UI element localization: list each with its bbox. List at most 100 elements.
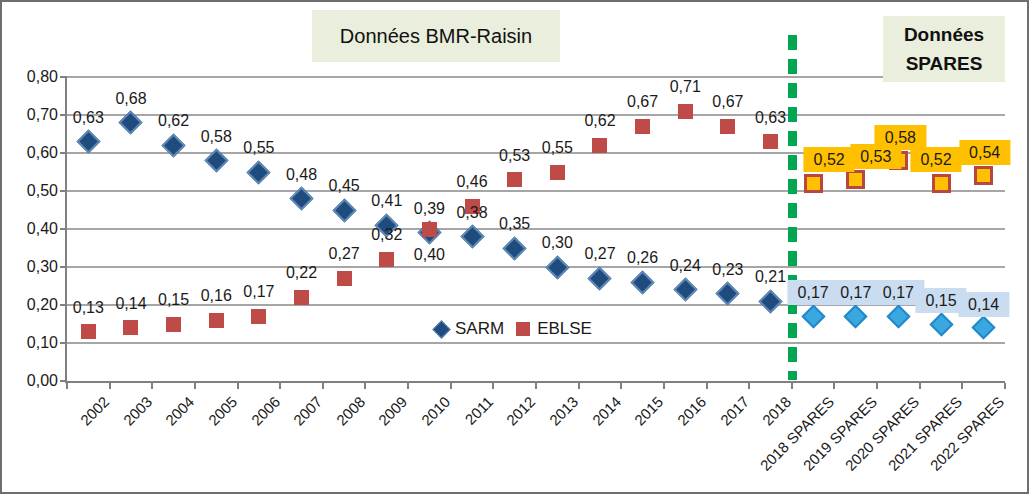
y-axis-label: 0,20: [16, 295, 58, 315]
x-axis-label: 2010: [418, 393, 454, 429]
x-axis-tick: [876, 383, 878, 389]
eblse-spares-marker: [932, 174, 951, 193]
sarm-bmrraisin-marker: [332, 198, 356, 222]
sarm-bmrraisin-marker: [758, 289, 782, 313]
sarm-diamond-icon: [432, 320, 450, 338]
eblse-bmrraisin-marker: [337, 271, 352, 286]
eblse-bmrraisin-label: 0,16: [201, 286, 232, 306]
x-axis-tick: [535, 383, 537, 389]
eblse-spares-marker: [974, 166, 993, 185]
y-axis-label: 0,70: [16, 105, 58, 125]
x-axis-tick: [450, 383, 452, 389]
x-axis-label: 2020 SPARES: [842, 393, 923, 474]
eblse-bmrraisin-label: 0,55: [542, 138, 573, 158]
x-axis-label: 2008: [333, 393, 369, 429]
eblse-spares-label: 0,52: [804, 147, 855, 172]
y-axis-label: 0,50: [16, 181, 58, 201]
x-axis-tick: [194, 383, 196, 389]
gridline: [67, 228, 1005, 230]
x-axis-tick: [109, 383, 111, 389]
eblse-bmrraisin-label: 0,13: [73, 298, 104, 318]
sarm-bmrraisin-label: 0,26: [627, 248, 658, 268]
gridline: [67, 76, 1005, 78]
eblse-bmrraisin-marker: [123, 320, 138, 335]
eblse-bmrraisin-label: 0,62: [584, 111, 615, 131]
sarm-bmrraisin-label: 0,23: [712, 260, 743, 280]
x-axis-tick: [237, 383, 239, 389]
eblse-spares-label: 0,58: [875, 125, 926, 150]
sarm-bmrraisin-label: 0,39: [414, 199, 445, 219]
legend-item-eblse: EBLSE: [516, 319, 592, 339]
sarm-bmrraisin-label: 0,45: [329, 176, 360, 196]
eblse-bmrraisin-marker: [720, 119, 735, 134]
y-axis-label: 0,30: [16, 257, 58, 277]
sarm-bmrraisin-marker: [503, 236, 527, 260]
y-axis-line: [65, 77, 67, 383]
title-spares-line2: SPARES: [906, 49, 983, 78]
sarm-bmrraisin-label: 0,55: [243, 138, 274, 158]
eblse-bmrraisin-label: 0,17: [243, 282, 274, 302]
title-spares: Données SPARES: [883, 16, 1005, 82]
x-axis-tick: [706, 383, 708, 389]
x-axis-label: 2005: [205, 393, 241, 429]
eblse-bmrraisin-label: 0,15: [158, 290, 189, 310]
eblse-bmrraisin-marker: [635, 119, 650, 134]
gridline: [67, 114, 1005, 116]
x-axis-label: 2004: [162, 393, 198, 429]
x-axis-tick: [322, 383, 324, 389]
eblse-bmrraisin-label: 0,67: [712, 92, 743, 112]
title-bmr-raisin-text: Données BMR-Raisin: [340, 25, 532, 48]
sarm-bmrraisin-label: 0,62: [158, 111, 189, 131]
x-axis-label: 2014: [588, 393, 624, 429]
x-axis-label: 2011: [461, 393, 496, 428]
title-bmr-raisin: Données BMR-Raisin: [312, 10, 560, 62]
sarm-bmrraisin-label: 0,38: [456, 203, 487, 223]
x-axis-tick: [279, 383, 281, 389]
sarm-bmrraisin-marker: [545, 255, 569, 279]
sarm-spares-marker: [929, 312, 953, 336]
y-axis-label: 0,60: [16, 143, 58, 163]
sarm-spares-marker: [844, 304, 868, 328]
sarm-bmrraisin-marker: [673, 278, 697, 302]
x-axis-label: 2012: [503, 393, 539, 429]
title-spares-line1: Données: [904, 20, 984, 49]
sarm-bmrraisin-marker: [716, 282, 740, 306]
x-axis-label: 2019 SPARES: [799, 393, 880, 474]
eblse-spares-marker: [846, 170, 865, 189]
eblse-bmrraisin-marker: [678, 104, 693, 119]
x-axis-label: 2022 SPARES: [927, 393, 1008, 474]
sarm-bmrraisin-label: 0,68: [115, 89, 146, 109]
x-axis-tick: [151, 383, 153, 389]
sarm-bmrraisin-label: 0,21: [755, 267, 786, 287]
x-axis-tick: [620, 383, 622, 389]
eblse-bmrraisin-label: 0,71: [670, 77, 701, 97]
eblse-bmrraisin-label: 0,40: [414, 245, 445, 265]
y-axis-label: 0,40: [16, 219, 58, 239]
eblse-bmrraisin-marker: [81, 324, 96, 339]
sarm-bmrraisin-label: 0,48: [286, 165, 317, 185]
legend-label-eblse: EBLSE: [537, 319, 592, 339]
eblse-bmrraisin-marker: [251, 309, 266, 324]
x-axis-label: 2006: [247, 393, 283, 429]
eblse-spares-label: 0,54: [959, 140, 1010, 165]
eblse-bmrraisin-label: 0,67: [627, 92, 658, 112]
sarm-bmrraisin-label: 0,63: [73, 108, 104, 128]
eblse-square-icon: [516, 322, 530, 336]
y-axis-label: 0,80: [16, 67, 58, 87]
x-axis-tick: [791, 383, 793, 389]
x-axis-tick: [748, 383, 750, 389]
sarm-spares-marker: [801, 304, 825, 328]
x-axis-label: 2002: [77, 393, 113, 429]
eblse-bmrraisin-marker: [379, 252, 394, 267]
x-axis-tick: [961, 383, 963, 389]
eblse-bmrraisin-marker: [550, 165, 565, 180]
x-axis-label: 2013: [546, 393, 582, 429]
sarm-bmrraisin-label: 0,24: [670, 256, 701, 276]
sarm-spares-marker: [972, 316, 996, 340]
eblse-bmrraisin-label: 0,27: [329, 244, 360, 264]
eblse-bmrraisin-label: 0,32: [371, 225, 402, 245]
sarm-bmrraisin-marker: [247, 160, 271, 184]
chart-legend: SARM EBLSE: [435, 319, 592, 339]
eblse-bmrraisin-marker: [294, 290, 309, 305]
sarm-bmrraisin-label: 0,35: [499, 214, 530, 234]
